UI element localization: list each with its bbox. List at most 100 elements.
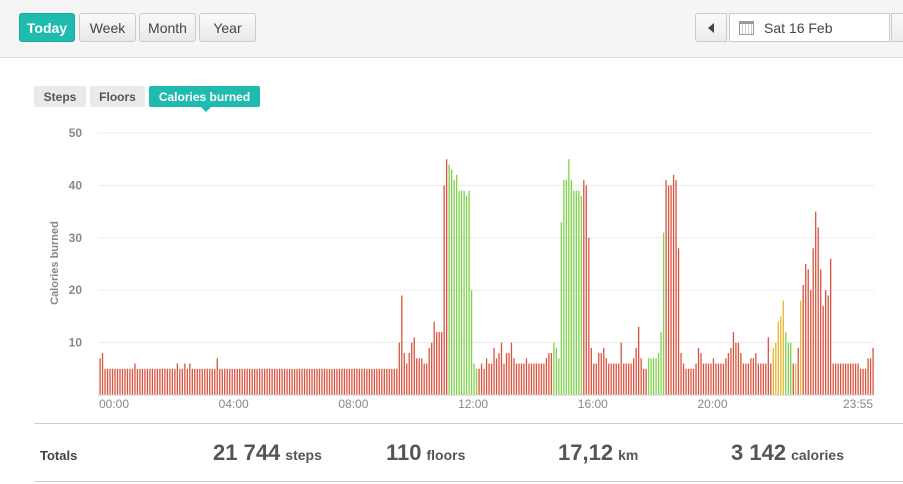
bar bbox=[795, 363, 797, 395]
bar bbox=[777, 321, 779, 395]
bar bbox=[657, 353, 660, 395]
x-tick-label: 08:00 bbox=[338, 397, 368, 411]
bar bbox=[411, 342, 413, 395]
bar bbox=[667, 185, 670, 395]
bar bbox=[652, 358, 655, 395]
bar bbox=[146, 368, 149, 395]
bar bbox=[618, 363, 620, 395]
bar bbox=[675, 180, 677, 395]
bar bbox=[530, 363, 533, 395]
previous-day-button[interactable] bbox=[695, 13, 727, 42]
next-day-button[interactable] bbox=[891, 13, 903, 42]
tab-calories-burned[interactable]: Calories burned bbox=[149, 86, 260, 107]
period-today-button[interactable]: Today bbox=[19, 13, 75, 42]
bar bbox=[383, 368, 385, 395]
x-tick-label: 16:00 bbox=[578, 397, 608, 411]
bar bbox=[246, 368, 248, 395]
bar bbox=[313, 368, 316, 395]
bar bbox=[149, 368, 151, 395]
bar bbox=[254, 368, 256, 395]
bar bbox=[480, 363, 483, 395]
bar bbox=[705, 363, 707, 395]
bar bbox=[770, 363, 772, 395]
bar bbox=[239, 368, 241, 395]
bar bbox=[423, 363, 425, 395]
bar bbox=[348, 368, 351, 395]
x-tick-label: 12:00 bbox=[458, 397, 488, 411]
bar bbox=[825, 290, 827, 395]
bar bbox=[293, 368, 296, 395]
x-tick-label: 23:55 bbox=[843, 397, 873, 411]
bar bbox=[500, 342, 503, 395]
bar bbox=[635, 347, 637, 395]
period-week-button[interactable]: Week bbox=[79, 13, 136, 42]
bar bbox=[495, 358, 498, 395]
bar bbox=[655, 358, 657, 395]
bar bbox=[391, 368, 393, 395]
bar bbox=[790, 342, 792, 395]
bar bbox=[623, 363, 625, 395]
bar bbox=[503, 363, 505, 395]
total-calories-value: 3 142 bbox=[731, 440, 787, 465]
period-year-button[interactable]: Year bbox=[199, 13, 256, 42]
tab-steps[interactable]: Steps bbox=[34, 86, 86, 107]
bar bbox=[872, 347, 874, 395]
bar bbox=[363, 368, 366, 395]
bar bbox=[700, 353, 702, 395]
date-picker[interactable]: Sat 16 Feb bbox=[729, 13, 890, 42]
bar bbox=[800, 300, 802, 395]
y-tick-label: 40 bbox=[69, 178, 83, 192]
bar bbox=[343, 368, 346, 395]
total-distance: 17,12 km bbox=[558, 440, 638, 466]
totals-label: Totals bbox=[40, 448, 78, 463]
bar bbox=[578, 190, 580, 395]
bar bbox=[807, 269, 809, 395]
bar bbox=[847, 363, 849, 395]
bar bbox=[760, 363, 762, 395]
bar bbox=[857, 363, 859, 395]
bar bbox=[762, 363, 764, 395]
bar bbox=[645, 368, 647, 395]
bar bbox=[470, 290, 473, 395]
tab-floors[interactable]: Floors bbox=[90, 86, 145, 107]
bar bbox=[438, 332, 440, 395]
bar bbox=[692, 368, 695, 395]
bar bbox=[725, 358, 727, 395]
bar bbox=[817, 227, 819, 395]
bar bbox=[443, 185, 445, 395]
bar bbox=[747, 363, 750, 395]
bar bbox=[782, 300, 784, 395]
bar bbox=[670, 185, 672, 395]
bar bbox=[336, 368, 338, 395]
bar bbox=[785, 332, 787, 395]
bar bbox=[328, 368, 331, 395]
bar bbox=[281, 368, 283, 395]
bar bbox=[263, 368, 266, 395]
bar bbox=[822, 305, 824, 395]
bar bbox=[403, 353, 405, 395]
bar bbox=[194, 368, 196, 395]
bar bbox=[665, 180, 667, 395]
bar bbox=[428, 347, 430, 395]
bar bbox=[827, 295, 829, 395]
calendar-icon bbox=[739, 20, 754, 35]
x-axis-ticks: 00:00 04:00 08:00 12:00 16:00 20:00 23:55 bbox=[99, 397, 873, 411]
bar bbox=[608, 363, 610, 395]
bar bbox=[311, 368, 313, 395]
totals-divider-top bbox=[34, 423, 903, 424]
bar bbox=[523, 363, 525, 395]
bar bbox=[266, 368, 268, 395]
bar bbox=[231, 368, 233, 395]
bar bbox=[558, 358, 560, 395]
bar bbox=[321, 368, 323, 395]
bar bbox=[291, 368, 293, 395]
bar bbox=[413, 337, 415, 395]
bar bbox=[830, 258, 832, 395]
bar bbox=[226, 368, 228, 395]
active-tab-pointer bbox=[201, 107, 211, 112]
bar bbox=[441, 332, 443, 395]
bar bbox=[179, 368, 181, 395]
period-month-button[interactable]: Month bbox=[139, 13, 196, 42]
bar bbox=[548, 353, 550, 395]
bar bbox=[560, 222, 563, 395]
